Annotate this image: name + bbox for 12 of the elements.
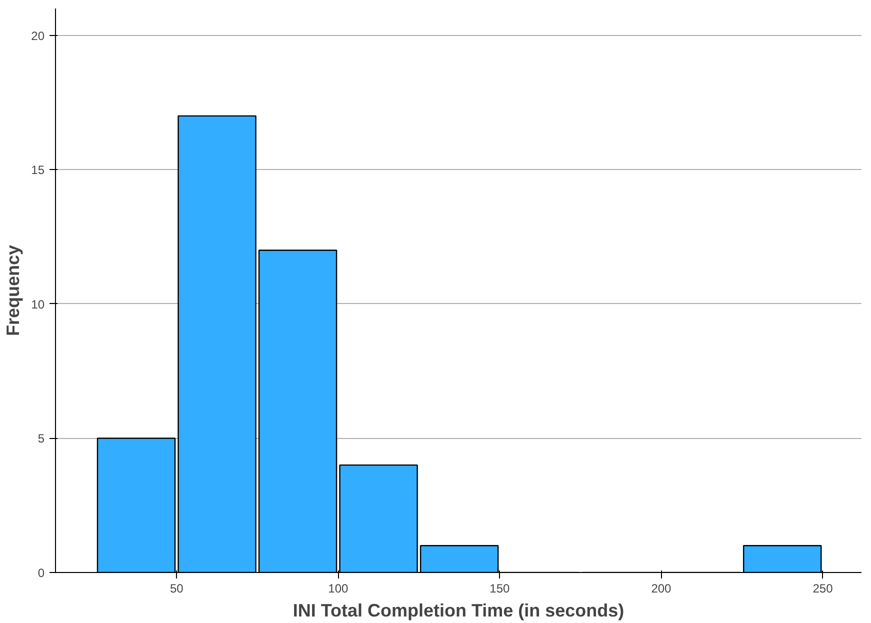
- y-tick-label: 0: [38, 566, 45, 580]
- x-tick-label: 100: [328, 582, 348, 596]
- x-tick-label: 250: [812, 582, 834, 596]
- y-tick-label: 15: [31, 163, 45, 178]
- y-axis-title: Frequency: [3, 244, 24, 336]
- y-tick-label: 5: [38, 432, 45, 446]
- x-axis-title: INI Total Completion Time (in seconds): [292, 600, 624, 620]
- x-tick-label: 150: [490, 582, 510, 596]
- x-tick-label: 200: [651, 582, 672, 596]
- x-tick-label: 50: [170, 582, 184, 596]
- y-tick-label: 20: [31, 28, 45, 43]
- y-tick-label: 10: [31, 297, 45, 312]
